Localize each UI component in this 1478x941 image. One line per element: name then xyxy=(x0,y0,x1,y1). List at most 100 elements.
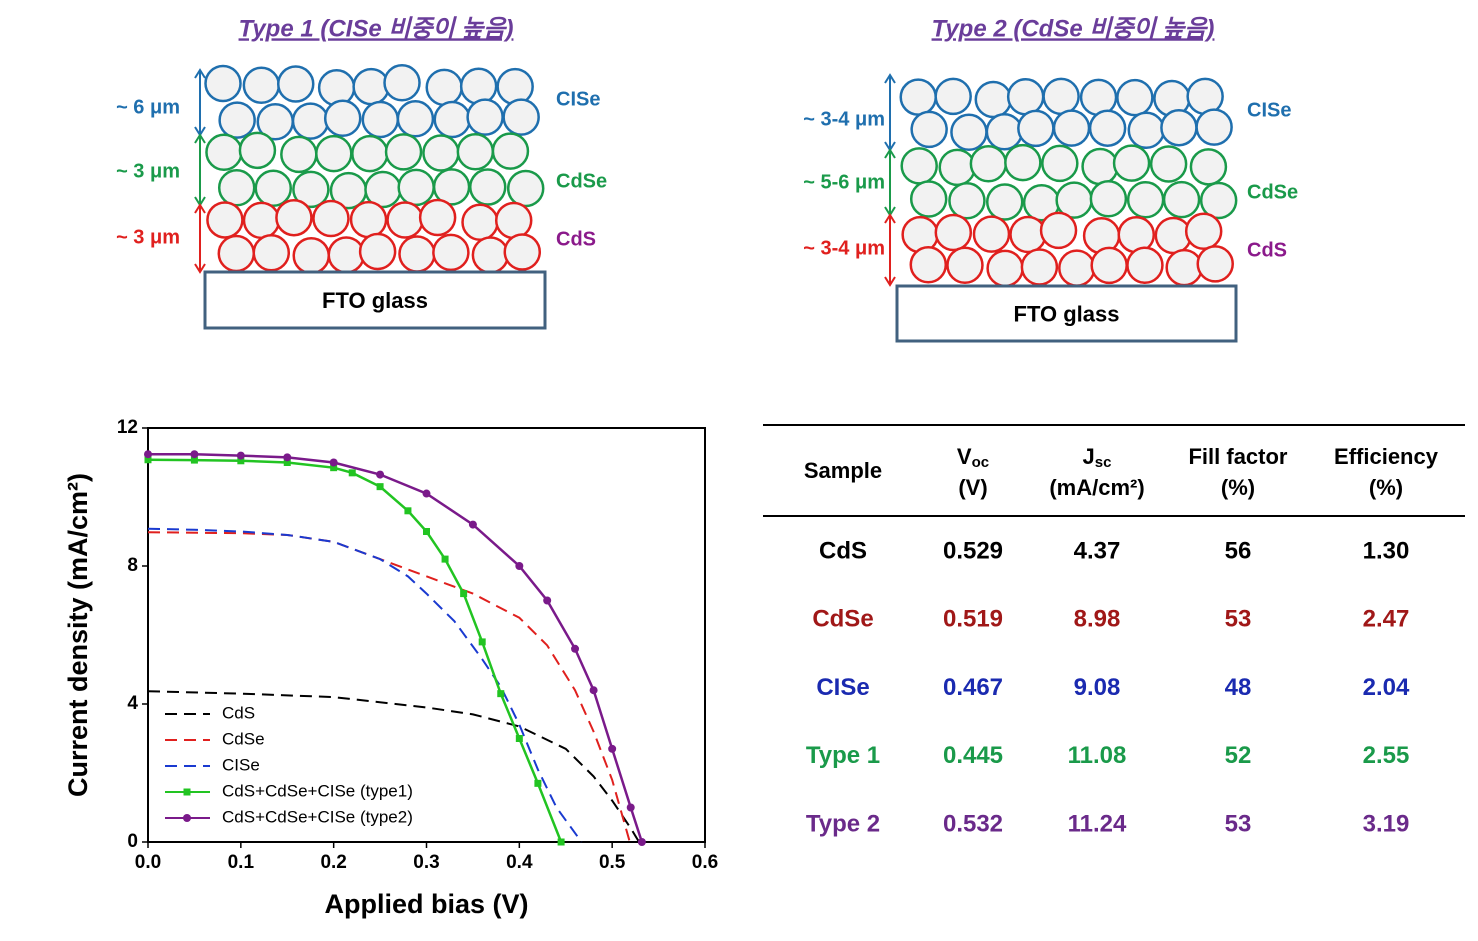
particle xyxy=(1149,145,1188,183)
particle xyxy=(496,67,534,106)
particle xyxy=(386,201,424,239)
arrow-head xyxy=(884,213,896,224)
thickness-label: ~ 3 μm xyxy=(116,226,180,248)
text-part: oc xyxy=(972,454,990,471)
particle xyxy=(1058,249,1096,287)
x-tick-label: 0.3 xyxy=(413,852,439,873)
thickness-label: ~ 3-4 μm xyxy=(803,108,885,130)
particle xyxy=(327,236,366,274)
particle xyxy=(242,66,281,105)
layer-label: CdS xyxy=(1247,239,1287,261)
particle xyxy=(204,64,242,103)
particle xyxy=(1041,144,1079,183)
marker xyxy=(515,735,523,742)
table-cell: Type 2 xyxy=(806,811,880,838)
particle xyxy=(275,198,313,237)
layer-label: CdSe xyxy=(556,170,607,192)
substrate xyxy=(203,270,547,330)
marker xyxy=(183,788,191,796)
particle xyxy=(1039,211,1078,250)
arrow-head xyxy=(884,276,896,287)
particle xyxy=(934,213,973,252)
arrow-head xyxy=(884,73,896,84)
particle xyxy=(491,132,530,170)
marker xyxy=(468,520,477,529)
marker xyxy=(626,803,635,812)
table-cell: 2.55 xyxy=(1363,742,1410,769)
layer-label: CdS xyxy=(556,228,596,250)
particle xyxy=(909,180,948,218)
particle xyxy=(459,67,498,105)
table-cell: 0.529 xyxy=(943,537,1003,564)
particle xyxy=(506,169,545,208)
y-tick-label: 8 xyxy=(127,555,138,576)
thickness-label: ~ 6 μm xyxy=(116,96,180,118)
table-cell: 52 xyxy=(1225,742,1252,769)
table-cell: 2.04 xyxy=(1363,674,1410,701)
table-cell: CdSe xyxy=(812,606,873,633)
particle xyxy=(471,236,510,274)
particle xyxy=(900,147,938,185)
particle xyxy=(969,145,1008,183)
series-line xyxy=(147,458,563,843)
series-line xyxy=(147,690,640,843)
particle xyxy=(1126,180,1165,219)
particle xyxy=(1199,181,1238,220)
particle xyxy=(494,201,533,240)
particle xyxy=(1042,77,1080,116)
series-line xyxy=(147,527,583,843)
table-header: Efficiency xyxy=(1334,444,1439,469)
particle xyxy=(217,234,256,273)
text-part: V xyxy=(957,444,972,469)
particle xyxy=(432,233,470,272)
particle xyxy=(312,199,350,238)
marker xyxy=(478,638,486,646)
table-cell: Type 1 xyxy=(806,742,880,769)
x-axis-label: Applied bias (V) xyxy=(324,889,528,919)
particle xyxy=(323,99,362,138)
particle xyxy=(217,169,256,207)
marker xyxy=(144,450,152,459)
particle xyxy=(1081,147,1119,186)
particle xyxy=(1088,109,1127,147)
table-cell: 0.532 xyxy=(943,811,1003,838)
table-header-unit: (V) xyxy=(958,475,987,500)
table-cell: 53 xyxy=(1225,811,1252,838)
particle xyxy=(292,236,331,275)
particle xyxy=(1186,77,1224,116)
y-tick-label: 12 xyxy=(117,417,138,438)
particle xyxy=(938,148,976,187)
substrate-label: FTO glass xyxy=(322,288,428,313)
particle xyxy=(974,80,1013,119)
particle xyxy=(909,245,948,284)
arrow-head xyxy=(194,263,206,274)
marker xyxy=(515,562,524,570)
particle xyxy=(456,133,495,171)
marker xyxy=(144,456,152,464)
marker xyxy=(329,458,338,467)
particle xyxy=(934,77,972,116)
marker xyxy=(543,596,552,605)
substrate-label: FTO glass xyxy=(1014,301,1120,326)
marker xyxy=(422,489,431,498)
arrow-head xyxy=(194,203,206,214)
table-cell: 53 xyxy=(1225,606,1252,633)
particle xyxy=(280,135,318,174)
particle xyxy=(1126,246,1164,284)
marker xyxy=(190,450,199,459)
x-tick-label: 0.1 xyxy=(228,852,255,873)
marker xyxy=(589,686,598,695)
table-cell: 56 xyxy=(1225,537,1252,564)
particle xyxy=(396,100,435,138)
particle xyxy=(1127,111,1166,149)
particle xyxy=(315,134,353,173)
marker xyxy=(237,457,245,465)
particle xyxy=(292,170,330,209)
substrate xyxy=(895,284,1238,343)
table-cell: 4.37 xyxy=(1074,537,1121,564)
marker xyxy=(557,838,565,846)
particle xyxy=(205,133,243,171)
marker xyxy=(283,453,292,462)
diagram-title: Type 2 (CdSe 비중이 높음) xyxy=(932,15,1215,42)
